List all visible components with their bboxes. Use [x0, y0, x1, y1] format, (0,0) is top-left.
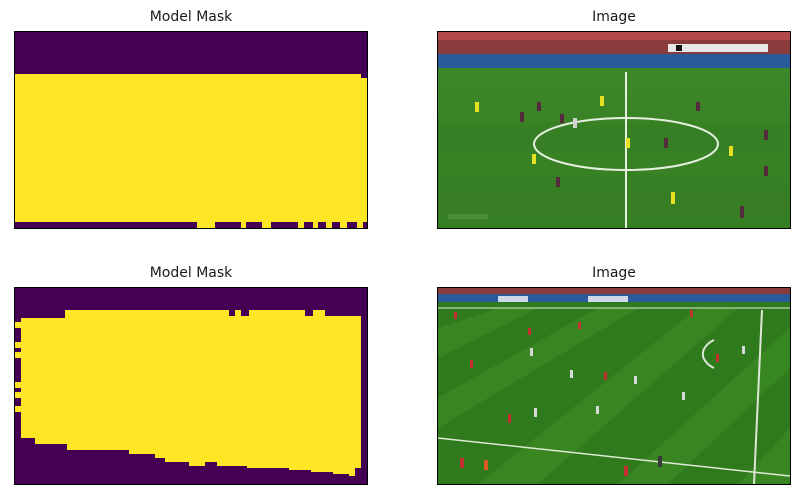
panel-title-image-2: Image	[437, 264, 791, 282]
mask-panel-2	[14, 287, 368, 485]
panel-title-mask-1: Model Mask	[14, 8, 368, 26]
image-panel-2	[437, 287, 791, 485]
panel-title-image-1: Image	[437, 8, 791, 26]
mask-panel-1	[14, 31, 368, 229]
panel-title-mask-2: Model Mask	[14, 264, 368, 282]
image-panel-1	[437, 31, 791, 229]
